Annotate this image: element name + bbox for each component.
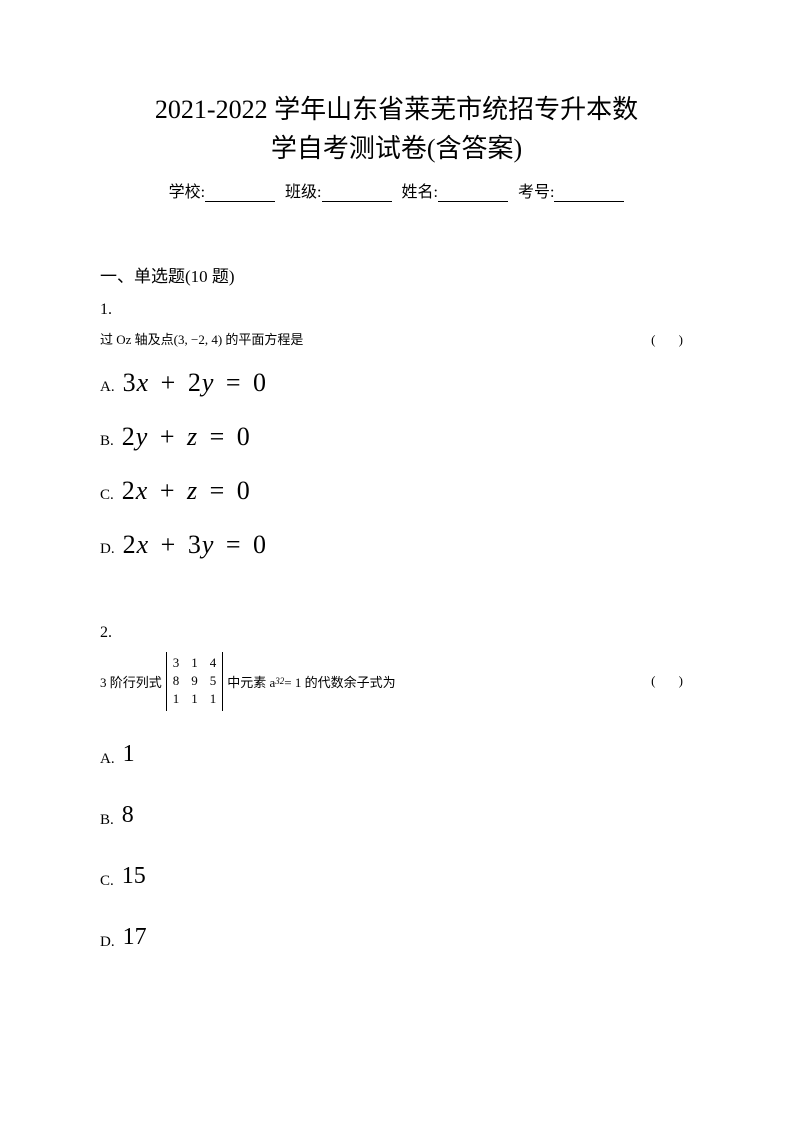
det-r2c3: 5 [210, 672, 217, 690]
q1-text-row: 过 Oz 轴及点(3, −2, 4) 的平面方程是 ( ) [100, 329, 693, 348]
q2-option-a: A. 1 [100, 741, 693, 768]
name-field: 姓名: [402, 178, 508, 202]
q1-option-a: A. 3x + 2y = 0 [100, 368, 693, 398]
det-right-bar [222, 652, 223, 711]
q2-option-b-value: 8 [122, 802, 134, 829]
exam-title: 2021-2022 学年山东省莱芜市统招专升本数 学自考测试卷(含答案) [100, 90, 693, 168]
q1-option-b-math: 2y + z = 0 [122, 422, 251, 452]
class-field: 班级: [285, 178, 391, 202]
examno-field: 考号: [518, 178, 624, 202]
q1-option-d-math: 2x + 3y = 0 [123, 530, 267, 560]
student-info-line: 学校: 班级: 姓名: 考号: [100, 178, 693, 202]
q2-option-c-label: C. [100, 873, 114, 890]
q2-option-a-label: A. [100, 751, 115, 768]
q1-option-b: B. 2y + z = 0 [100, 422, 693, 452]
q2-text-row: 3 阶行列式 3 1 4 8 9 5 1 1 1 [100, 652, 693, 711]
q1-paren: ( ) [651, 332, 693, 348]
q1-option-a-math: 3x + 2y = 0 [123, 368, 267, 398]
q1-option-c-math: 2x + z = 0 [122, 476, 251, 506]
det-r1c1: 3 [173, 654, 180, 672]
q1-option-a-label: A. [100, 379, 115, 398]
q2-option-d: D. 17 [100, 924, 693, 951]
q2-option-d-label: D. [100, 934, 115, 951]
det-r1c2: 1 [191, 654, 198, 672]
q2-option-b: B. 8 [100, 802, 693, 829]
q1-option-d: D. 2x + 3y = 0 [100, 530, 693, 560]
q2-paren: ( ) [651, 673, 693, 689]
det-r2c1: 8 [173, 672, 180, 690]
title-line-2: 学自考测试卷(含答案) [100, 129, 693, 168]
det-r1c3: 4 [210, 654, 217, 672]
det-r3c3: 1 [210, 690, 217, 708]
q2-option-d-value: 17 [123, 924, 147, 951]
q2-option-a-value: 1 [123, 741, 135, 768]
q1-option-b-label: B. [100, 433, 114, 452]
q1-text: 过 Oz 轴及点(3, −2, 4) 的平面方程是 [100, 329, 303, 348]
q2-subscript: 32 [275, 676, 284, 686]
class-label: 班级: [285, 184, 321, 201]
det-row-2: 8 9 5 [173, 672, 217, 690]
name-underline [438, 184, 508, 202]
q2-text-after-1: 中元素 a [227, 672, 275, 691]
school-field: 学校: [169, 178, 275, 202]
section-1-header: 一、单选题(10 题) [100, 262, 693, 287]
q2-text-after-2: = 1 的代数余子式为 [284, 672, 395, 691]
school-label: 学校: [169, 184, 205, 201]
name-label: 姓名: [402, 184, 438, 201]
det-row-3: 1 1 1 [173, 690, 217, 708]
examno-underline [554, 184, 624, 202]
q2-text-before: 3 阶行列式 [100, 672, 162, 691]
det-r2c2: 9 [191, 672, 198, 690]
q2-determinant: 3 1 4 8 9 5 1 1 1 [166, 652, 224, 711]
q1-option-d-label: D. [100, 541, 115, 560]
det-row-1: 3 1 4 [173, 654, 217, 672]
q1-option-c: C. 2x + z = 0 [100, 476, 693, 506]
q2-option-b-label: B. [100, 812, 114, 829]
q2-option-c: C. 15 [100, 863, 693, 890]
q2-number: 2. [100, 624, 693, 642]
q2-option-c-value: 15 [122, 863, 146, 890]
examno-label: 考号: [518, 184, 554, 201]
det-rows: 3 1 4 8 9 5 1 1 1 [167, 652, 223, 711]
title-line-1: 2021-2022 学年山东省莱芜市统招专升本数 [100, 90, 693, 129]
school-underline [205, 184, 275, 202]
spacer [100, 584, 693, 624]
q2-text: 3 阶行列式 3 1 4 8 9 5 1 1 1 [100, 652, 396, 711]
q1-option-c-label: C. [100, 487, 114, 506]
det-r3c2: 1 [191, 690, 198, 708]
q1-number: 1. [100, 301, 693, 319]
det-r3c1: 1 [173, 690, 180, 708]
class-underline [322, 184, 392, 202]
